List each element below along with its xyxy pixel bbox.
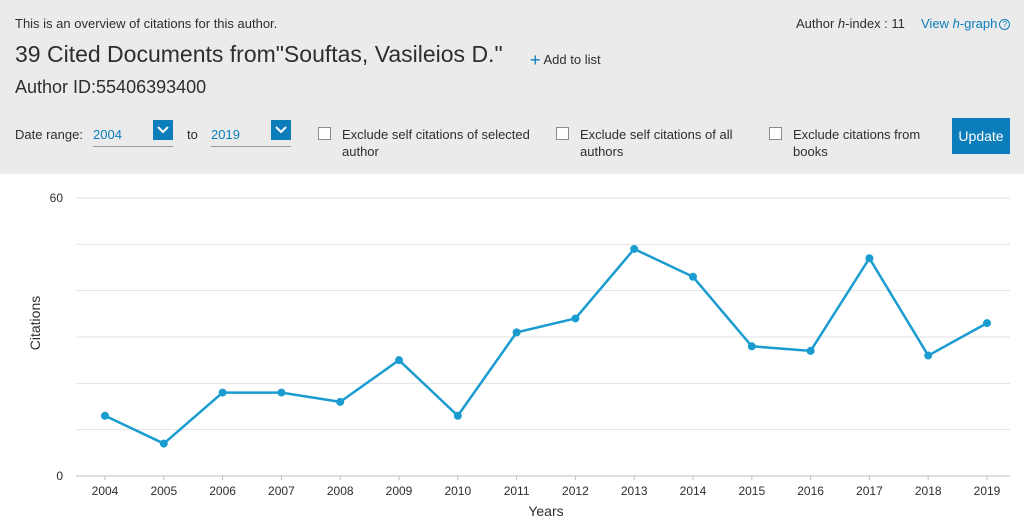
y-tick-label: 0 [56, 469, 63, 483]
exclude-self-citations-selected-label: Exclude self citations of selected author [342, 126, 530, 160]
view-h-graph-suffix: -graph [959, 16, 998, 31]
view-h-graph-link[interactable]: View h-graph? [921, 16, 1011, 31]
x-tick-label: 2004 [92, 484, 119, 498]
data-point [277, 388, 286, 397]
data-point [101, 411, 109, 420]
to-year-select[interactable]: 2019 [211, 120, 291, 147]
from-year-value: 2004 [93, 127, 122, 142]
data-point [395, 356, 403, 365]
label-line: Exclude self citations of selected [342, 127, 530, 142]
to-label: to [187, 127, 198, 142]
data-point [218, 388, 227, 397]
data-point [453, 411, 462, 420]
x-tick-label: 2015 [738, 484, 765, 498]
data-point [571, 314, 580, 323]
data-point [689, 272, 697, 281]
x-tick-label: 2005 [150, 484, 177, 498]
author-id: Author ID:55406393400 [15, 77, 207, 97]
x-axis-title: Years [528, 503, 563, 519]
data-point [159, 439, 168, 448]
from-year-select[interactable]: 2004 [93, 120, 173, 147]
help-icon[interactable]: ? [999, 19, 1011, 30]
page-title: 39 Cited Documents from"Souftas, Vasilei… [15, 41, 503, 67]
exclude-self-citations-all-checkbox[interactable] [556, 127, 569, 140]
series-line [104, 247, 988, 445]
citation-overview-header: This is an overview of citations for thi… [0, 0, 1024, 174]
h-index-suffix: -index : 11 [845, 16, 905, 31]
data-point [983, 319, 991, 328]
x-tick-label: 2013 [621, 484, 648, 498]
x-tick-label: 2010 [444, 484, 471, 498]
data-point [924, 351, 933, 360]
label-line: Exclude citations from [793, 127, 921, 142]
h-index-h: h [837, 16, 846, 31]
data-point [336, 397, 345, 406]
to-year-value: 2019 [211, 127, 240, 142]
chevron-down-icon[interactable] [271, 120, 291, 140]
chevron-down-icon[interactable] [153, 120, 173, 140]
x-tick-label: 2014 [680, 484, 707, 498]
citations-line-chart: 0 60 2004 2005 2006 2007 2008 2009 2010 2011 2012 2… [27, 191, 1010, 519]
add-to-list-button[interactable]: + Add to list [530, 50, 601, 71]
overview-text: This is an overview of citations for thi… [15, 16, 278, 31]
x-tick-label: 2006 [209, 484, 236, 498]
x-tick-label: 2009 [386, 484, 413, 498]
view-h-graph-prefix: View [921, 16, 953, 31]
view-h-graph-h: h [952, 16, 960, 31]
exclude-self-citations-selected-checkbox[interactable] [318, 127, 331, 140]
label-line: author [342, 144, 379, 159]
plus-icon: + [530, 50, 541, 70]
exclude-book-citations-label: Exclude citations from books [793, 126, 920, 160]
x-tick-label: 2018 [915, 484, 942, 498]
data-point [865, 254, 874, 263]
x-tick-label: 2017 [856, 484, 883, 498]
label-line: authors [580, 144, 624, 159]
x-tick-label: 2007 [268, 484, 295, 498]
data-point [747, 342, 756, 351]
add-to-list-label: Add to list [543, 52, 601, 67]
x-tick-label: 2008 [327, 484, 354, 498]
author-h-index: Author h-index : 11 [796, 16, 905, 31]
date-range-label: Date range: [15, 127, 83, 142]
exclude-self-citations-all-label: Exclude self citations of all authors [580, 126, 732, 160]
label-line: Exclude self citations of all [580, 127, 733, 142]
x-tick-label: 2016 [797, 484, 824, 498]
x-tick-label: 2012 [562, 484, 589, 498]
update-button[interactable]: Update [952, 118, 1010, 154]
label-line: books [793, 144, 828, 159]
exclude-book-citations-checkbox[interactable] [769, 127, 782, 140]
data-point [806, 346, 815, 355]
h-index-prefix: Author [796, 16, 838, 31]
x-tick-label: 2011 [504, 484, 530, 498]
x-tick-label: 2019 [974, 484, 1001, 498]
data-point [630, 244, 639, 253]
data-point [512, 328, 521, 337]
y-axis-title: Citations [27, 296, 43, 350]
y-tick-label: 60 [50, 191, 64, 205]
